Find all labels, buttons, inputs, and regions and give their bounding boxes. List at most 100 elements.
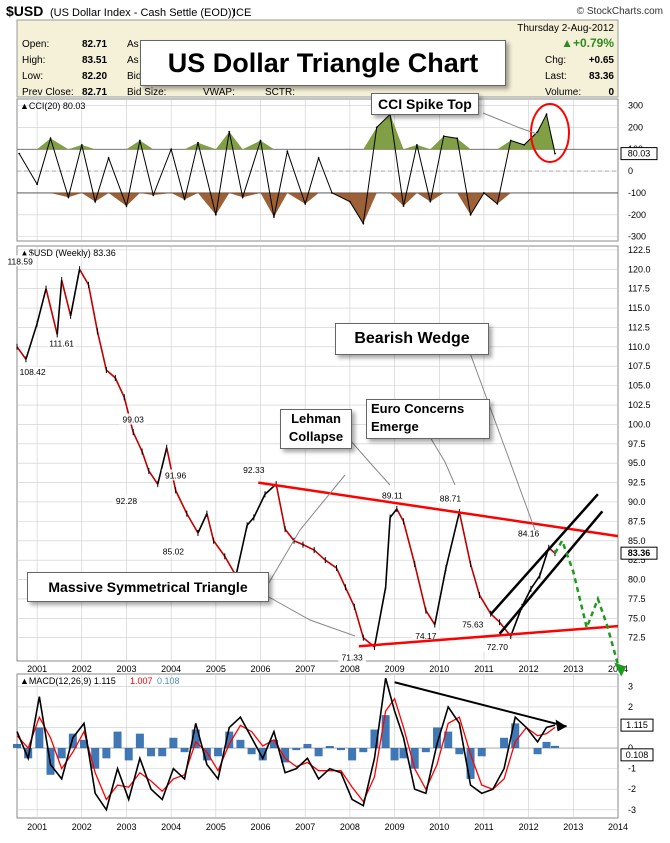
price-y-tick-label: 122.5 [628,245,651,255]
cci-last-value-box [620,147,658,161]
open-label: Open: [22,39,49,50]
price-segment [197,513,208,534]
macd-histogram-bar [214,748,223,757]
cci-point [331,192,333,194]
price-extreme-label: 99.03 [123,415,145,425]
price-segment [186,513,199,534]
macd-histogram-bar [433,727,442,749]
chart-title-text: US Dollar Triangle Chart [167,48,479,78]
cci-y-tick-label: -100 [628,188,646,198]
price-x-tick-label: 2002 [72,664,92,674]
price-legend: ▲$USD (Weekly) 83.36 [20,248,116,258]
annotation-overlay [266,112,541,637]
price-segment [235,525,248,576]
header-date: Thursday 2-Aug-2012 [517,23,614,34]
callout-euro-concerns: Euro Concerns Emerge [366,399,490,439]
cci-last-value-label: 80.03 [628,149,651,159]
price-extreme-label: 89.11 [382,491,403,501]
price-segment [384,517,391,588]
price-y-tick-label: 120.0 [628,264,651,274]
macd-histogram-bar [57,748,66,759]
macd-divergence-arrowhead [555,719,567,732]
price-label-bg [18,366,47,378]
cci-point [496,202,499,205]
price-extreme-label: 85.02 [163,546,185,556]
price-segment [445,511,461,569]
price-extreme-label: 74.17 [415,631,437,641]
macd-y-tick-label: 3 [628,681,633,691]
macd-histogram-bar [348,748,357,761]
macd-histogram-bar [370,729,379,749]
cci-point [18,152,21,155]
price-segment [530,575,541,590]
price-extreme-label: 88.71 [440,494,462,504]
macd-x-tick-label: 2007 [295,822,315,832]
macd-last-value-box [620,718,654,732]
macd-x-tick-label: 2004 [161,822,181,832]
cci-y-tick-label: -300 [628,232,646,242]
price-y-tick-label: 77.5 [628,594,646,604]
cci-y-tick-label: 200 [628,122,643,132]
last-label: Last: [545,71,567,82]
callout-cci-spike: CCI Spike Top [371,93,479,115]
macd-y-tick-label: 2 [628,702,633,712]
lehman-pointer [349,439,391,486]
price-segment [246,516,255,526]
price-label-bg [378,489,407,501]
cci-point [545,113,548,116]
price-x-tick-label: 2005 [206,664,226,674]
cci-point [362,222,365,225]
price-segment [373,587,387,648]
price-y-tick-label: 105.0 [628,381,651,391]
price-segment [156,447,168,485]
price-label-bg [483,640,512,652]
macd-histogram-bar [292,748,301,751]
price-extreme-label: 75.63 [462,619,484,629]
price-extreme-label: 91.96 [165,470,187,480]
macd-x-tick-label: 2001 [27,822,47,832]
price-segment [344,586,356,608]
macd-histogram-bar [169,737,178,749]
cci-point [523,143,526,146]
macd-histogram-bar [225,731,234,749]
cci-negative-fill [19,192,555,224]
price-segment [114,377,125,398]
price-segment [141,451,150,472]
price-label-bg [436,492,465,504]
macd-x-tick-label: 2010 [429,822,449,832]
price-segment [284,528,295,542]
price-extreme-label: 71.33 [341,653,363,663]
macd-histogram-bar [336,748,345,751]
price-segment [25,323,38,360]
cci-point [214,213,217,216]
price-segment [413,563,427,611]
macd-histogram-bar [455,748,464,755]
macd-histogram-bar [421,748,430,753]
cci-point [317,157,320,159]
price-x-tick-label: 2012 [519,664,539,674]
price-label-bg [514,527,543,539]
macd-x-tick-label: 2003 [116,822,136,832]
macd-histogram-bar [24,748,33,759]
price-segment [389,508,398,518]
callout-cci-spike-text: CCI Spike Top [378,96,472,112]
cci-point [402,205,405,207]
high-value: 83.51 [82,55,107,66]
callout-triangle-text: Massive Symmetrical Triangle [48,579,248,595]
cci-panel: 3002001000-100-200-300▲CCI(20) 80.0380.0… [16,98,658,242]
callout-euro-line2: Emerge [371,419,419,434]
cci-point [348,200,351,203]
price-segment [510,606,523,637]
price-y-tick-label: 110.0 [628,342,650,352]
macd-histogram-bar [550,745,559,749]
cci-point [107,157,110,159]
cci-y-tick-label: -200 [628,210,646,220]
macd-histogram-bar [191,729,200,749]
chg-value: +0.65 [589,55,615,66]
price-segment [45,288,58,335]
price-label-bg [161,469,190,481]
price-segment [69,269,81,316]
macd-x-tick-label: 2013 [563,822,583,832]
macd-histogram-bar [466,748,475,779]
